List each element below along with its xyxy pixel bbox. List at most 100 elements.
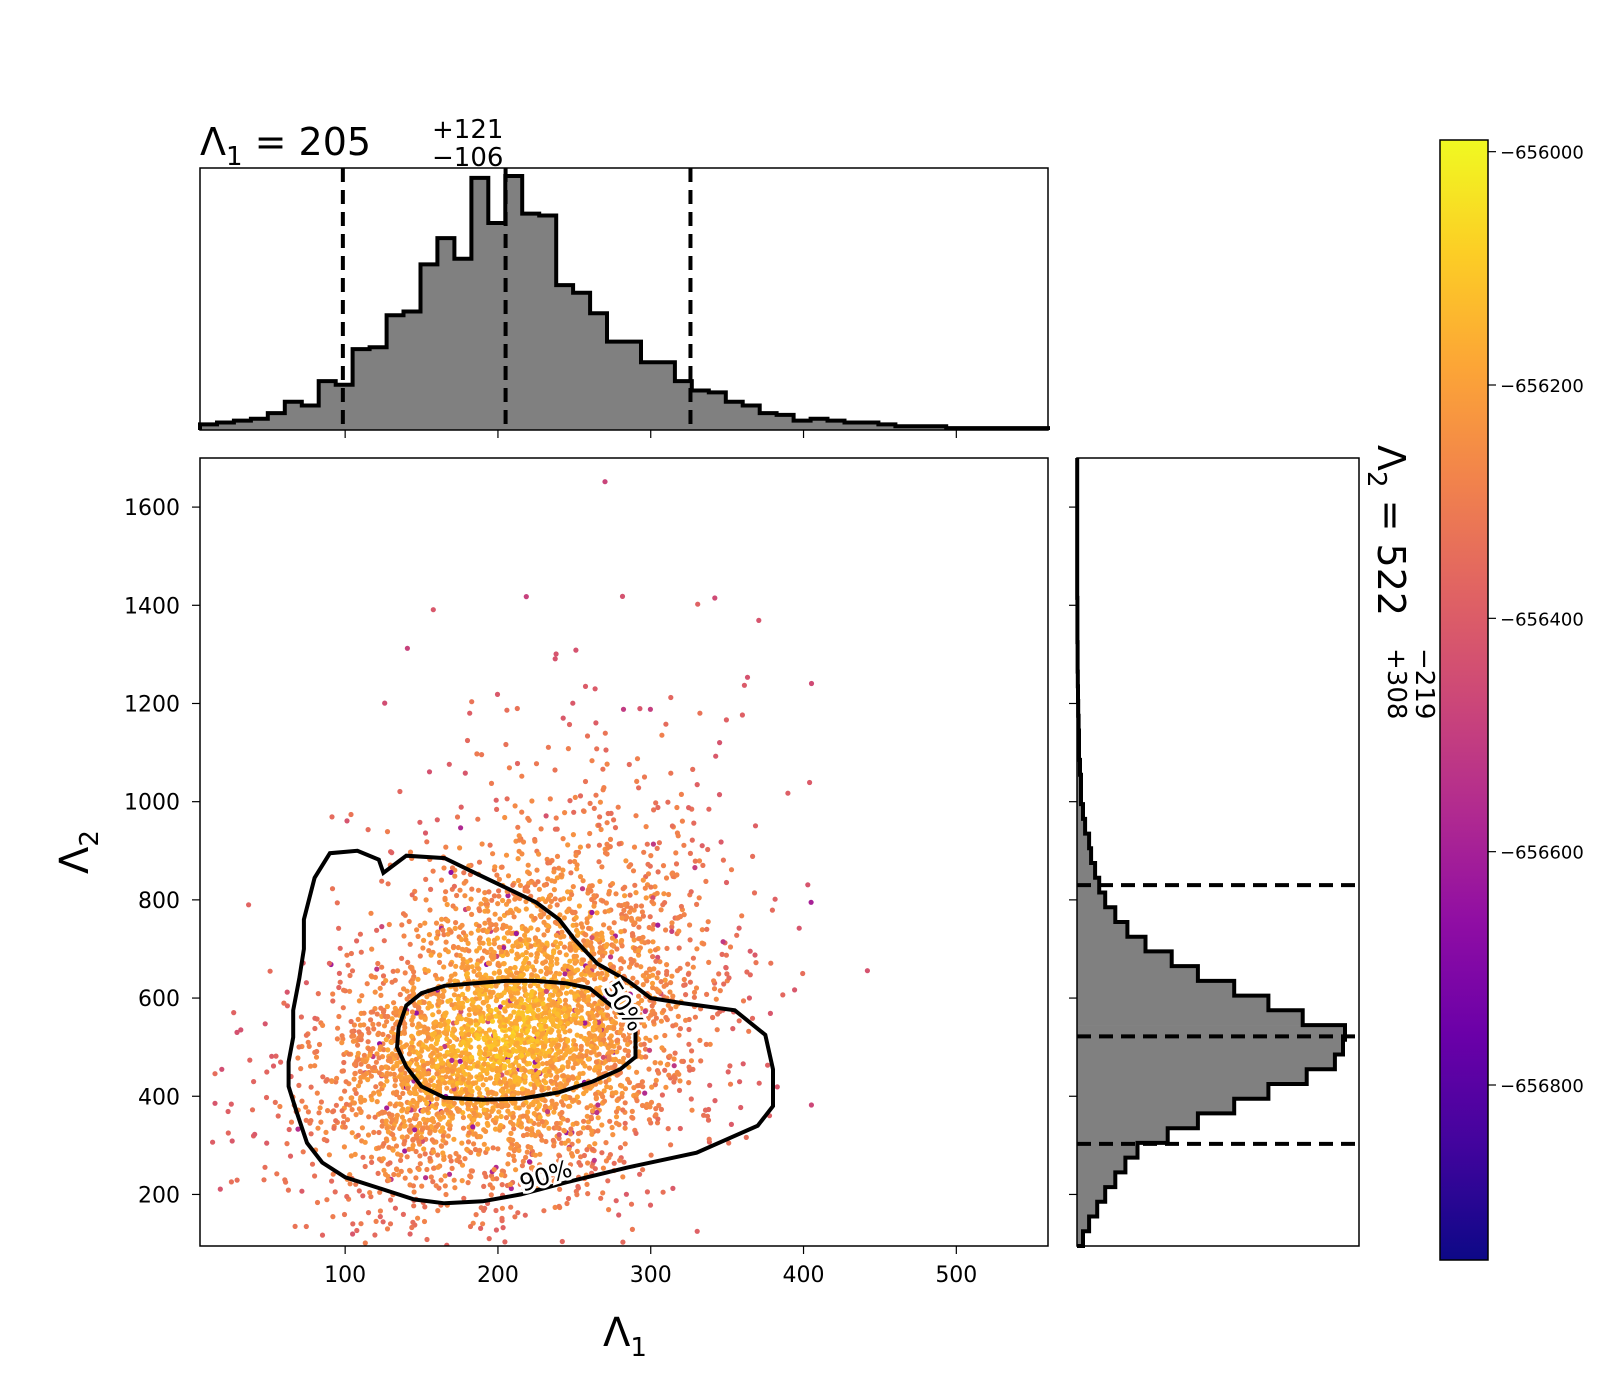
scatter-point [571, 809, 577, 815]
scatter-point [563, 1096, 569, 1102]
scatter-point [560, 1102, 566, 1108]
scatter-point [445, 931, 451, 937]
scatter-point [613, 1114, 620, 1120]
scatter-point [622, 902, 628, 908]
scatter-point [505, 1003, 511, 1009]
scatter-point [660, 863, 667, 869]
scatter-point [652, 884, 658, 890]
scatter-point [438, 1045, 444, 1051]
scatter-point [374, 966, 380, 972]
scatter-point [611, 1025, 617, 1031]
scatter-point [428, 952, 434, 958]
scatter-point [459, 922, 465, 928]
top-histogram-bar [217, 422, 235, 430]
scatter-point [624, 1004, 631, 1011]
scatter-point [807, 779, 813, 786]
scatter-point [668, 770, 674, 776]
scatter-point [526, 880, 532, 886]
scatter-point [568, 989, 574, 995]
scatter-point [636, 947, 642, 954]
scatter-point [438, 1128, 444, 1134]
scatter-point [459, 1064, 465, 1070]
scatter-point [701, 941, 707, 947]
right-histogram-bar [1077, 966, 1198, 982]
scatter-point [508, 1130, 514, 1136]
scatter-point [500, 1225, 506, 1231]
scatter-point [674, 804, 680, 811]
scatter-point [686, 1064, 692, 1070]
scatter-point [481, 1061, 487, 1067]
scatter-point [645, 861, 651, 867]
scatter-point [397, 1094, 403, 1101]
scatter-point [510, 986, 516, 992]
scatter-point [436, 959, 443, 966]
scatter-point [528, 1170, 534, 1176]
scatter-point [499, 1218, 505, 1224]
scatter-point [640, 877, 646, 883]
scatter-point [515, 1090, 521, 1096]
scatter-point [400, 1106, 406, 1112]
scatter-point [514, 1075, 520, 1081]
scatter-point [647, 1202, 654, 1208]
scatter-point [723, 952, 730, 958]
scatter-point [332, 1189, 338, 1195]
scatter-point [564, 1047, 570, 1053]
scatter-point [581, 938, 587, 944]
scatter-point [324, 1197, 330, 1203]
scatter-point [465, 1040, 471, 1046]
scatter-point [580, 976, 586, 982]
scatter-point [496, 975, 502, 981]
scatter-point [539, 1119, 545, 1125]
scatter-point [687, 850, 694, 857]
scatter-point [662, 1032, 668, 1039]
scatter-point [475, 927, 481, 933]
scatter-point [496, 1059, 502, 1065]
scatter-point [339, 1040, 345, 1046]
scatter-point [608, 1039, 615, 1045]
scatter-point [566, 1170, 572, 1176]
scatter-point [401, 933, 407, 939]
right-histogram-bar [1077, 922, 1128, 938]
scatter-point [634, 979, 640, 986]
scatter-point [312, 1015, 318, 1021]
scatter-point [653, 958, 659, 964]
scatter-point [545, 923, 551, 929]
right-title-minus-error: −219 [1409, 648, 1439, 719]
scatter-point [465, 1079, 471, 1086]
scatter-point [581, 1118, 587, 1124]
scatter-point [562, 1077, 568, 1083]
scatter-point [688, 1058, 695, 1064]
scatter-point [369, 1097, 375, 1103]
scatter-point [430, 1138, 437, 1144]
scatter-point [390, 968, 396, 974]
scatter-point [435, 1164, 441, 1170]
top-title-minus-error: −106 [432, 143, 503, 173]
scatter-point [493, 1046, 499, 1052]
scatter-point [713, 753, 719, 759]
scatter-point [560, 1116, 566, 1122]
scatter-point [365, 1026, 371, 1032]
scatter-point [552, 896, 558, 902]
scatter-point [358, 1033, 364, 1039]
scatter-point [478, 1205, 484, 1211]
scatter-point [426, 769, 433, 775]
scatter-point [537, 987, 543, 993]
scatter-point [285, 1187, 291, 1193]
scatter-point [228, 1179, 234, 1185]
scatter-point [547, 1105, 553, 1111]
scatter-point [720, 939, 726, 945]
colorbar-tick-label: −656800 [1500, 1076, 1584, 1097]
scatter-point [448, 1158, 454, 1164]
scatter-point [445, 998, 451, 1004]
scatter-point [492, 864, 498, 870]
scatter-point [513, 1000, 520, 1006]
scatter-point [493, 1227, 499, 1233]
scatter-point [736, 1018, 742, 1024]
scatter-point [476, 971, 482, 977]
scatter-point [532, 1133, 539, 1139]
scatter-point [456, 1015, 462, 1021]
scatter-point [484, 1066, 491, 1072]
scatter-point [747, 972, 753, 978]
scatter-point [597, 878, 603, 885]
scatter-point [727, 1063, 733, 1069]
